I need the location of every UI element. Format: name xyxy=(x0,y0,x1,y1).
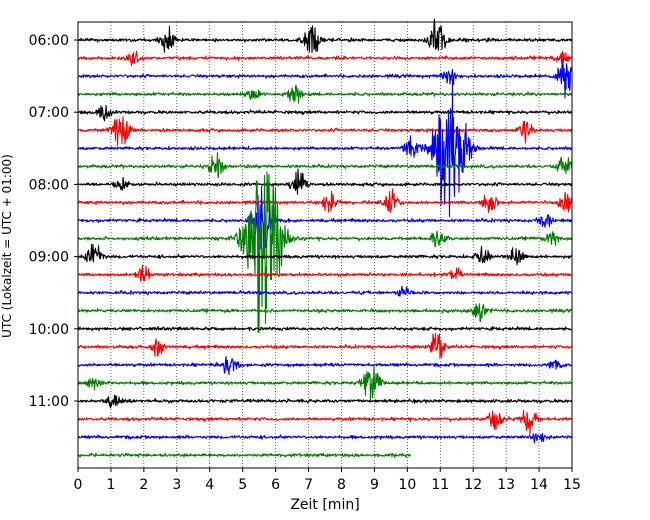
trace-1030 xyxy=(77,356,573,376)
x-tick-label: 5 xyxy=(238,477,247,493)
trace-0730 xyxy=(77,78,573,218)
trace-0930 xyxy=(77,285,573,297)
trace-0615 xyxy=(77,50,573,67)
y-tick-label: 06:00 xyxy=(29,33,69,49)
trace-0645 xyxy=(77,84,573,104)
trace-1145 xyxy=(77,452,412,458)
y-axis-ticks: 06:00 07:00 08:00 09:00 10:00 11:00 xyxy=(29,33,78,410)
x-tick-label: 1 xyxy=(106,477,115,493)
x-tick-label: 12 xyxy=(464,477,482,493)
trace-0630 xyxy=(77,58,573,99)
trace-1015 xyxy=(77,332,573,360)
x-tick-label: 4 xyxy=(205,477,214,493)
y-tick-label: 10:00 xyxy=(29,322,69,338)
y-tick-label: 11:00 xyxy=(29,394,69,410)
trace-0945 xyxy=(77,303,573,323)
x-axis-ticks: 0 1 2 3 4 5 6 7 8 9 10 11 12 13 14 15 xyxy=(74,468,581,493)
y-tick-label: 07:00 xyxy=(29,105,69,121)
trace-1130 xyxy=(77,432,573,444)
trace-0800 xyxy=(77,168,573,195)
x-tick-label: 13 xyxy=(497,477,515,493)
x-tick-label: 14 xyxy=(530,477,548,493)
trace-0845 xyxy=(77,171,573,334)
trace-0700 xyxy=(77,105,573,122)
x-tick-label: 10 xyxy=(398,477,416,493)
trace-0900 xyxy=(77,243,573,266)
x-tick-label: 0 xyxy=(74,477,83,493)
y-tick-label: 09:00 xyxy=(29,250,69,266)
trace-0830 xyxy=(77,186,573,250)
x-tick-label: 8 xyxy=(337,477,346,493)
x-axis-label: Zeit [min] xyxy=(290,497,359,513)
trace-0745 xyxy=(77,152,573,178)
trace-1045 xyxy=(77,365,573,403)
x-tick-label: 9 xyxy=(370,477,379,493)
x-tick-label: 11 xyxy=(431,477,449,493)
trace-0715 xyxy=(77,116,573,147)
trace-0815 xyxy=(77,188,573,213)
x-tick-label: 15 xyxy=(563,477,581,493)
x-tick-label: 2 xyxy=(139,477,148,493)
trace-0600 xyxy=(77,18,573,53)
seismic-traces xyxy=(77,18,573,458)
y-tick-label: 08:00 xyxy=(29,177,69,193)
trace-1115 xyxy=(77,409,573,435)
x-tick-label: 7 xyxy=(304,477,313,493)
grid-lines xyxy=(110,22,540,468)
trace-1100 xyxy=(77,394,573,409)
trace-0915 xyxy=(77,264,573,283)
plot-frame xyxy=(77,21,573,469)
y-axis-label: UTC (Lokalzeit = UTC + 01:00) xyxy=(0,154,14,338)
x-tick-label: 3 xyxy=(172,477,181,493)
x-tick-label: 6 xyxy=(271,477,280,493)
trace-1000 xyxy=(77,325,573,332)
